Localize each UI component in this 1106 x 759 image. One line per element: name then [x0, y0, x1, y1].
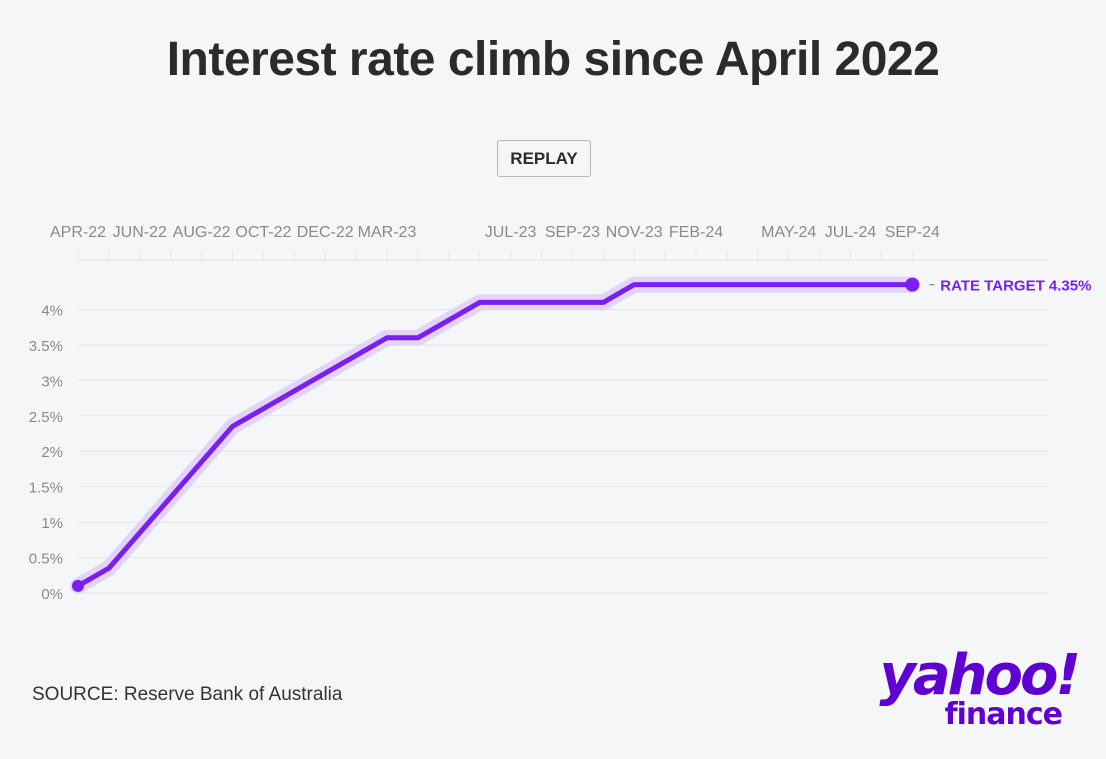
yahoo-finance-logo: yahoo! finance: [868, 643, 1081, 735]
y-tick-label: 1.5%: [29, 480, 63, 497]
x-tick-label: MAR-23: [358, 224, 417, 241]
x-tick-label: APR-22: [50, 224, 106, 241]
y-tick-label: 3%: [41, 373, 63, 390]
x-tick-label: JUL-23: [485, 224, 537, 241]
series-line: [75, 282, 915, 589]
logo-yahoo-text: yahoo!: [879, 643, 1081, 708]
x-tick-label: DEC-22: [297, 224, 354, 241]
y-tick-label: 0.5%: [29, 551, 63, 568]
x-tick-label: OCT-22: [235, 224, 291, 241]
logo-finance-text: finance: [944, 697, 1063, 732]
line-chart: 0% 0.5% 1% 1.5% 2% 2.5% 3% 3.5% 4% APR-22 JUN-22 AU…: [29, 224, 1092, 603]
x-tick-label: NOV-23: [606, 224, 663, 241]
y-tick-label: 1%: [41, 515, 63, 532]
x-tick-label: MAY-24: [761, 224, 816, 241]
x-tick-label: JUN-22: [113, 224, 167, 241]
series-line-glow: [70, 276, 921, 594]
y-tick-label: 4%: [41, 302, 63, 319]
y-tick-label: 0%: [41, 586, 63, 603]
x-tick-label: SEP-23: [545, 224, 600, 241]
source-note: SOURCE: Reserve Bank of Australia: [32, 684, 343, 705]
y-tick-label: 3.5%: [29, 338, 63, 355]
x-tick-label: FEB-24: [669, 224, 723, 241]
x-tick-label: JUL-24: [825, 224, 877, 241]
x-tick-label: SEP-24: [885, 224, 940, 241]
chart-title: Interest rate climb since April 2022: [166, 33, 940, 86]
y-tick-label: 2.5%: [29, 409, 63, 426]
start-point-marker: [72, 579, 84, 592]
y-tick-label: 2%: [41, 444, 63, 461]
x-tick-label: AUG-22: [173, 224, 231, 241]
end-point-marker: [905, 277, 920, 292]
end-value-label: RATE TARGET 4.35%: [940, 278, 1091, 295]
replay-button[interactable]: REPLAY: [497, 140, 591, 177]
